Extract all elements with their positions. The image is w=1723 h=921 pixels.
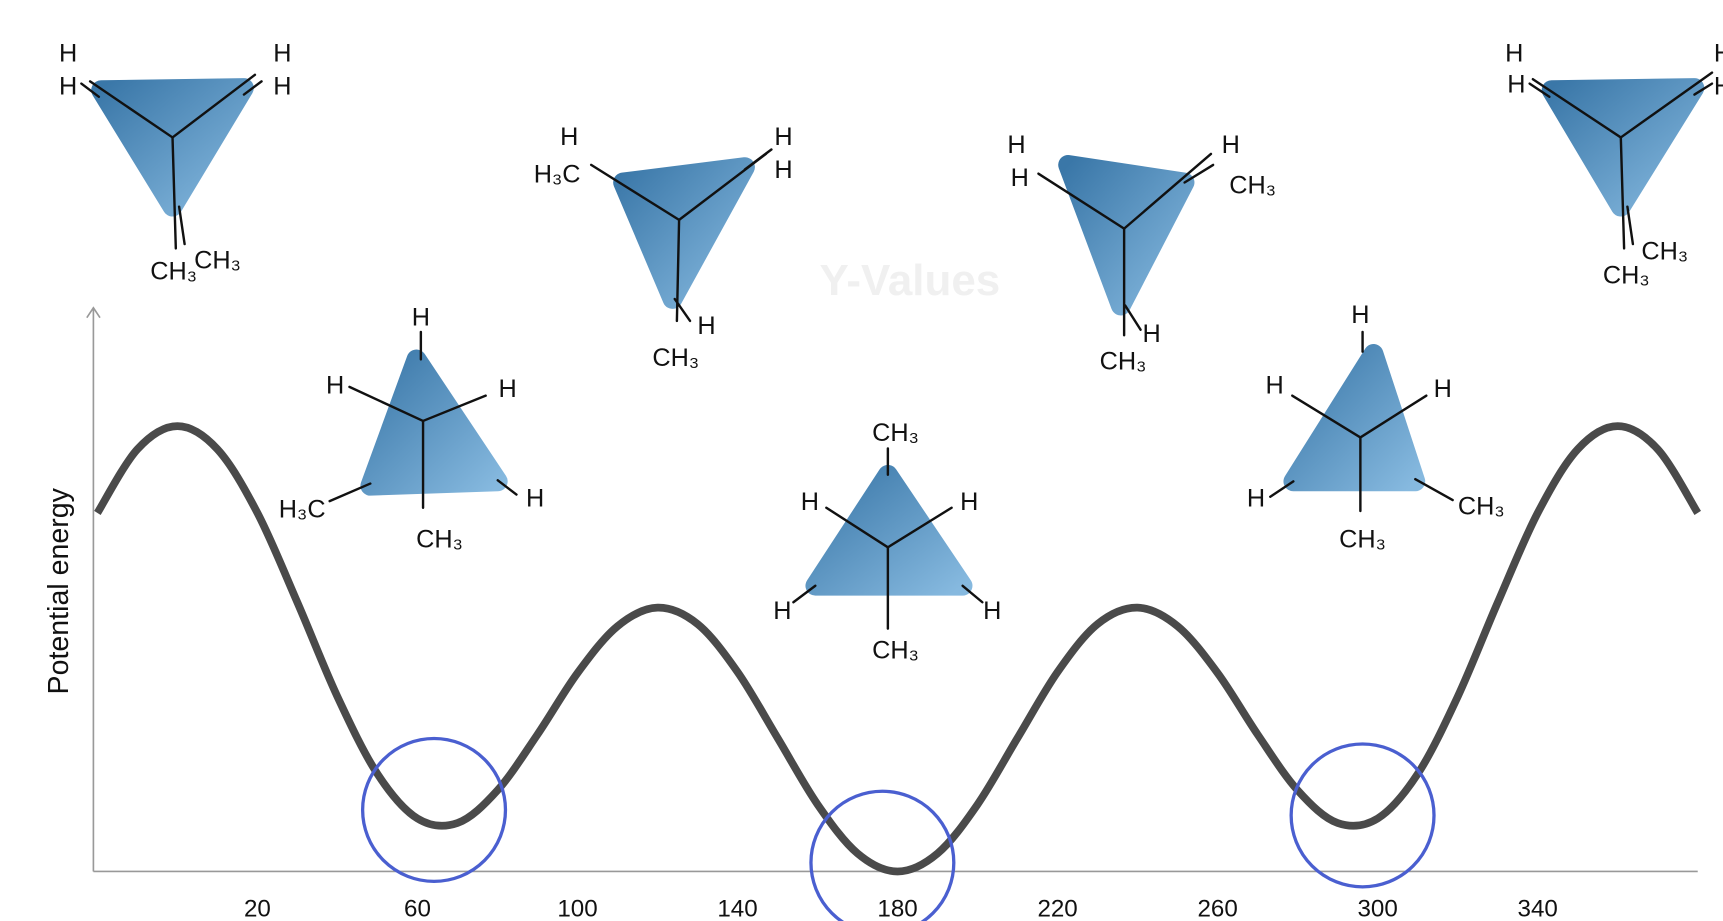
atom-label: H — [801, 488, 819, 516]
page: Y-Values Potential energy HHHHCH₃CH₃HHHH… — [0, 0, 1723, 921]
back-carbon — [370, 359, 497, 485]
bond — [1125, 306, 1140, 330]
atom-label: H — [1007, 131, 1025, 159]
atom-label: H₃C — [534, 161, 581, 189]
x-tick-label: 220 — [1037, 895, 1077, 921]
newman-projection: CH₃ H H H H CH₃ — [773, 419, 1001, 665]
x-tick-label: 300 — [1358, 895, 1398, 921]
atom-label: H — [1434, 375, 1452, 403]
x-tick-label: 100 — [557, 895, 597, 921]
atom-label: CH₃ — [1339, 525, 1386, 553]
atom-label: H — [499, 375, 517, 403]
y-axis-label: Potential energy — [43, 487, 75, 694]
atom-label: H — [697, 312, 715, 340]
atom-label: H₃C — [279, 496, 326, 524]
atom-label: H — [983, 597, 1001, 625]
atom-label: CH₃ — [1458, 492, 1505, 520]
atom-label: H — [59, 73, 77, 101]
atom-label: H — [1351, 301, 1369, 329]
x-ticks: 20 60 100 140 180 220 260 300 340 — [244, 895, 1558, 921]
x-tick-label: 60 — [404, 895, 431, 921]
newman-projection: H H H H CH₃ CH₃ — [1247, 301, 1505, 553]
atom-label: H — [1714, 40, 1723, 68]
bond — [179, 207, 184, 244]
highlight-circle — [363, 739, 506, 882]
atom-label: H — [1142, 320, 1160, 348]
atom-label: H — [1247, 485, 1265, 513]
watermark: Y-Values — [819, 256, 1000, 305]
atom-label: CH₃ — [652, 344, 699, 372]
atom-label: H — [1714, 73, 1723, 101]
atom-label: H — [326, 372, 344, 400]
atom-label: CH₃ — [1100, 347, 1147, 375]
back-carbon — [1293, 354, 1415, 481]
atom-label: H — [59, 40, 77, 68]
atom-label: H — [1266, 372, 1284, 400]
newman-projection: H H H H₃C H CH₃ — [279, 303, 544, 553]
minima-highlights — [363, 739, 1434, 921]
atom-label: H — [1505, 40, 1523, 68]
bond — [1415, 479, 1452, 500]
atom-label: CH₃ — [416, 525, 463, 553]
atom-label: H — [774, 123, 792, 151]
x-tick-label: 20 — [244, 895, 271, 921]
chart: Y-Values Potential energy HHHHCH₃CH₃HHHH… — [0, 0, 1723, 921]
atom-label: CH₃ — [872, 419, 919, 447]
atom-label: H — [412, 303, 430, 331]
atom-label: H — [560, 123, 578, 151]
atom-label: H — [1011, 164, 1029, 192]
atom-label: H — [1222, 131, 1240, 159]
atom-label: H — [960, 488, 978, 516]
atom-label: CH₃ — [872, 636, 919, 664]
atom-label: H — [773, 597, 791, 625]
bond — [1627, 207, 1632, 244]
atom-label: CH₃ — [1603, 262, 1650, 290]
x-tick-label: 260 — [1197, 895, 1237, 921]
atom-label: H — [273, 40, 291, 68]
back-carbon — [623, 167, 745, 299]
atom-label: H — [1507, 70, 1525, 98]
x-tick-label: 140 — [717, 895, 757, 921]
atom-label: H — [774, 156, 792, 184]
x-tick-label: 180 — [877, 895, 917, 921]
atom-label: CH₃ — [1229, 172, 1276, 200]
back-carbon — [1068, 165, 1184, 306]
atom-label: CH₃ — [150, 257, 197, 285]
x-tick-label: 340 — [1518, 895, 1558, 921]
atom-label: H — [526, 485, 544, 513]
atom-label: CH₃ — [194, 246, 241, 274]
highlight-circle — [1291, 744, 1434, 887]
atom-label: H — [273, 73, 291, 101]
